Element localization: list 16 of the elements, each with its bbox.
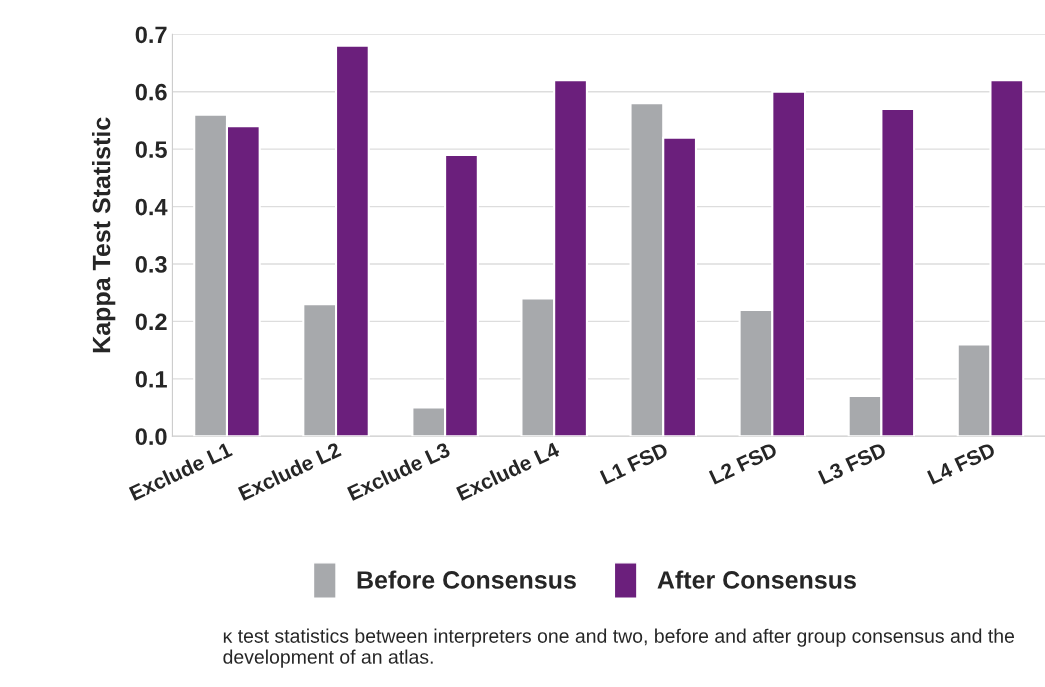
y-tick-label: 0.5: [135, 141, 167, 158]
x-tick-label: L3 FSD: [817, 441, 888, 485]
x-tick-label: L4 FSD: [926, 441, 997, 485]
x-tick-label: L2 FSD: [708, 441, 778, 485]
y-tick-label: 0.0: [135, 428, 167, 446]
y-tick-label: 0.3: [135, 256, 167, 273]
text: κ test statistics between interpreters one and two, before and after group consensus and the development of an atlas.: [223, 628, 1015, 668]
y-axis-title: Kappa Test Statistic: [92, 117, 116, 353]
y-tick-label: 0.1: [135, 370, 167, 388]
legend-label: Before Consensus: [357, 570, 576, 589]
y-tick-label: 0.7: [135, 26, 167, 44]
y-tick-label: 0.2: [135, 313, 167, 331]
y-tick-label: 0.6: [135, 83, 167, 101]
y-tick-label: 0.4: [135, 198, 168, 216]
legend-label: After Consensus: [657, 570, 856, 589]
x-tick-label: L1 FSD: [599, 441, 669, 485]
